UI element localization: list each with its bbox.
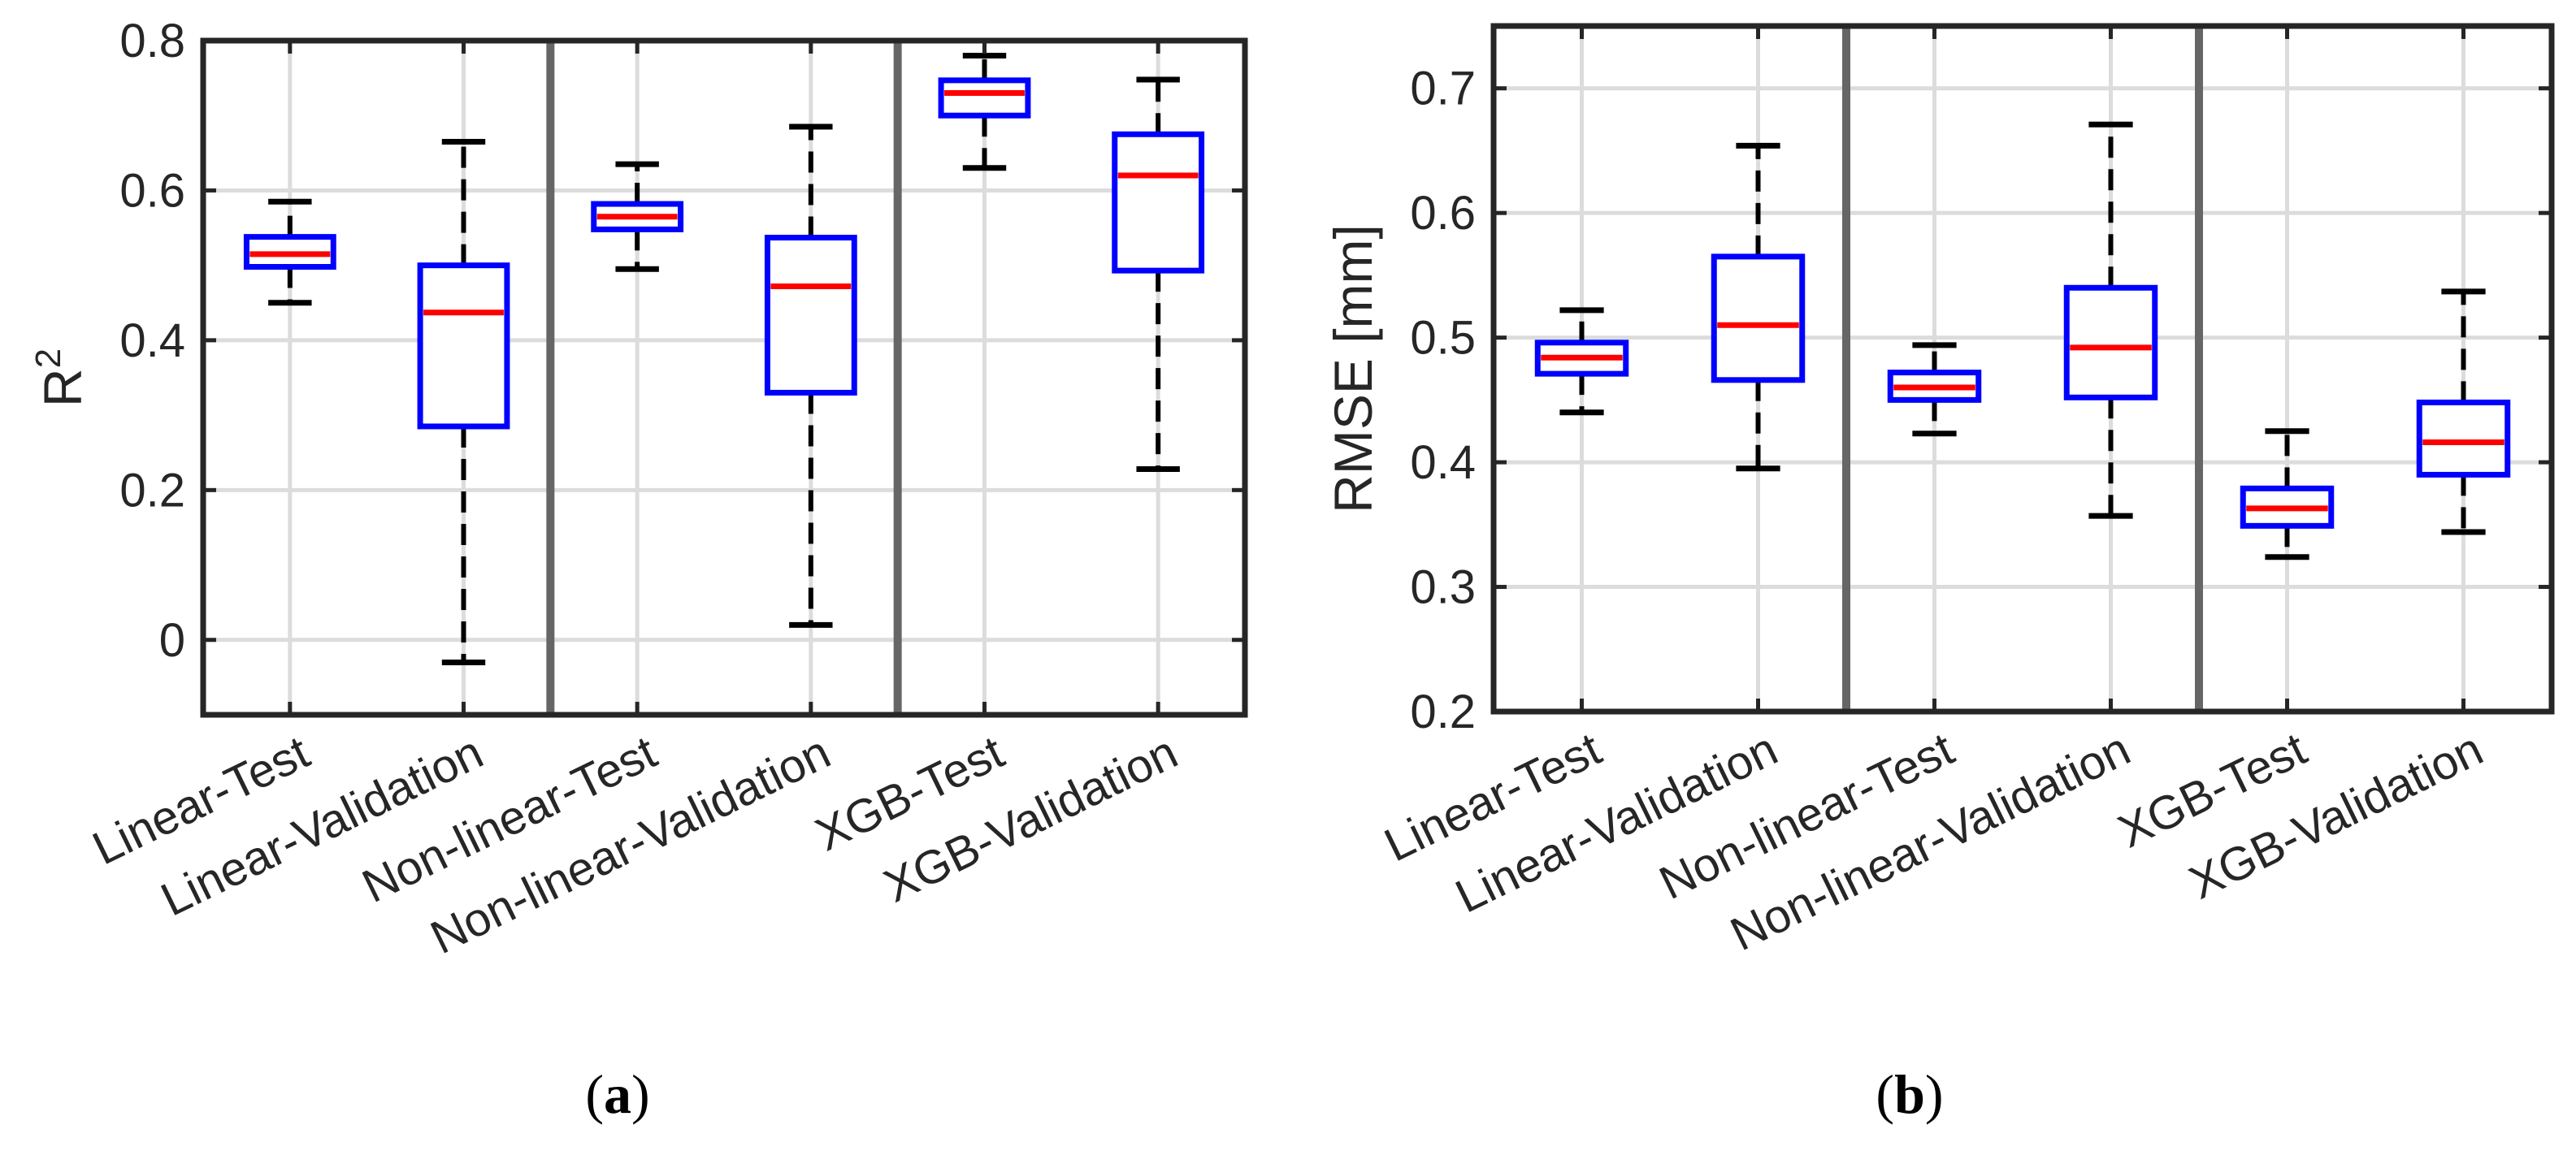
axes-frame <box>1490 23 2555 715</box>
box-body <box>764 235 857 396</box>
chart-panel-b: 0.20.30.40.50.60.7Linear-TestLinear-Vali… <box>1323 23 2555 1125</box>
box-xgb-test <box>2240 428 2335 560</box>
box-body <box>417 262 510 430</box>
y-axis-label-superscript: 2 <box>28 348 68 368</box>
y-tick-label: 0.6 <box>119 164 185 217</box>
panel-label: (b) <box>1876 1063 1943 1125</box>
panel-label-paren: ) <box>631 1063 650 1125</box>
box-linear-validation <box>1711 142 1806 472</box>
panel-label-paren: ( <box>1876 1063 1894 1125</box>
box-xgb-validation <box>2416 288 2511 535</box>
y-tick-label: 0.3 <box>1410 561 1476 614</box>
box-non-linear-validation <box>2063 121 2158 519</box>
panel-label-letter: a <box>604 1063 631 1125</box>
y-axis-label-base: R <box>33 368 93 407</box>
box-non-linear-test <box>591 161 684 272</box>
box-xgb-validation <box>1112 76 1205 473</box>
chart-panel-a: 00.20.40.60.8Linear-TestLinear-Validatio… <box>28 15 1248 1125</box>
panel-label-letter: b <box>1894 1063 1925 1125</box>
x-tick-label: XGB-Validation <box>876 725 1186 912</box>
y-tick-label: 0.4 <box>1410 436 1476 489</box>
y-tick-label: 0.2 <box>119 464 185 517</box>
y-tick-label: 0.2 <box>1410 686 1476 738</box>
box-non-linear-validation <box>764 123 857 628</box>
box-xgb-test <box>938 52 1031 171</box>
box-body <box>2416 399 2511 478</box>
y-tick-label: 0.6 <box>1410 187 1476 240</box>
y-tick-label: 0.7 <box>1410 63 1476 115</box>
y-axis-label: R2 <box>28 348 93 407</box>
box-body <box>1711 253 1806 383</box>
panel-label-paren: ) <box>1925 1063 1944 1125</box>
panel-label: (a) <box>585 1063 649 1125</box>
y-tick-label: 0.8 <box>119 15 185 67</box>
box-linear-validation <box>417 139 510 665</box>
panel-label-paren: ( <box>585 1063 604 1125</box>
y-tick-label: 0.4 <box>119 314 185 367</box>
axes-frame <box>200 37 1248 718</box>
box-body <box>1112 131 1205 274</box>
y-axis-label: RMSE [mm] <box>1323 224 1383 513</box>
box-linear-test <box>1534 307 1629 416</box>
box-linear-test <box>243 198 336 306</box>
y-tick-label: 0.5 <box>1410 312 1476 365</box>
y-tick-label: 0 <box>159 614 185 667</box>
box-body <box>2063 284 2158 400</box>
box-non-linear-test <box>1887 342 1982 437</box>
box-body <box>938 77 1031 119</box>
x-tick-label: XGB-Validation <box>2181 722 2491 909</box>
